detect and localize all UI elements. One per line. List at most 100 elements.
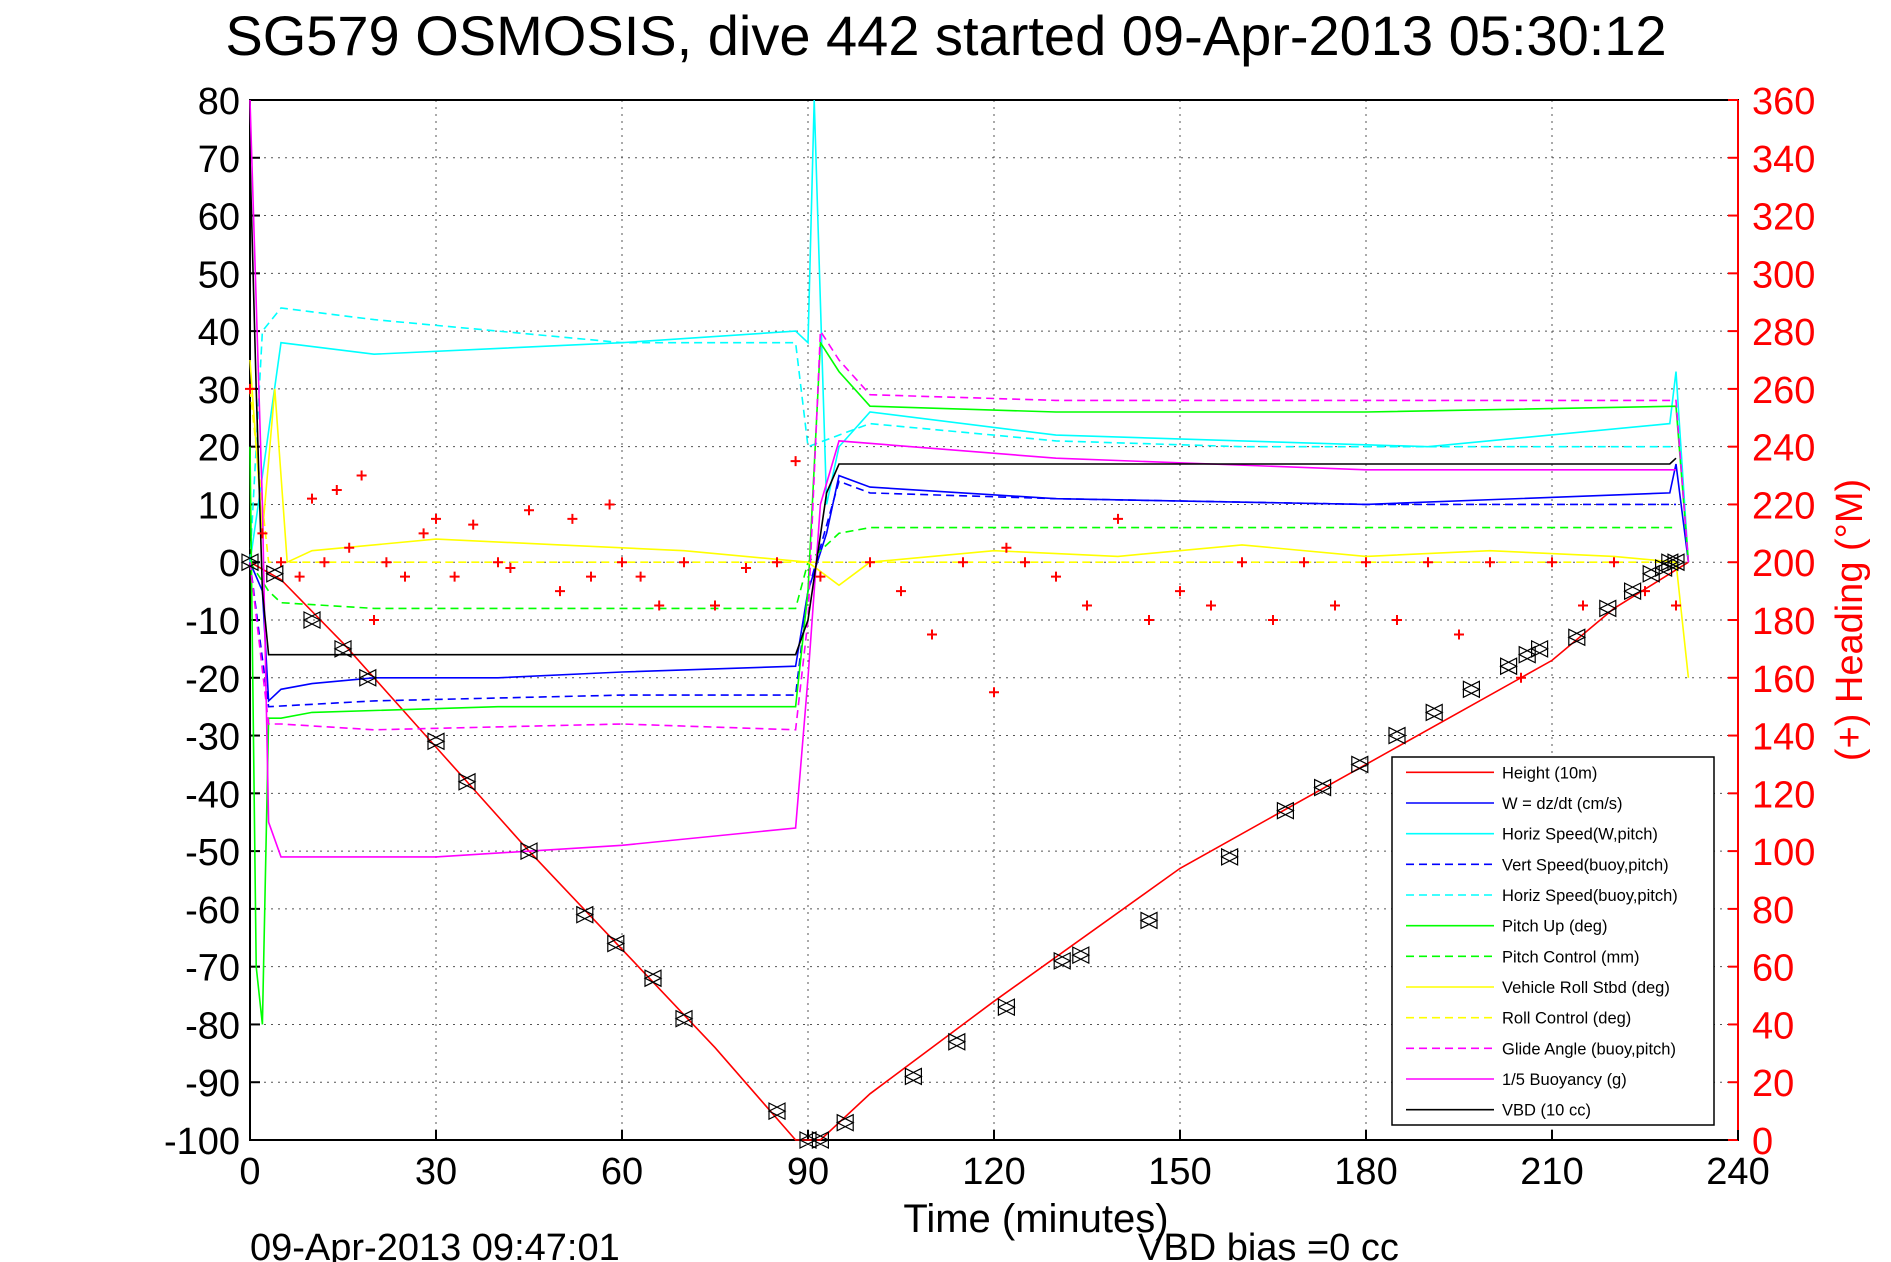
vbd-marker: [1530, 639, 1549, 658]
legend-label: W = dz/dt (cm/s): [1502, 795, 1623, 813]
y-axis-left: 80 70 60 50 40 30 20 10 0 -10 -20 -30 -40 -50 -60 -70 -8…: [164, 81, 260, 1163]
series-line-7: [249, 359, 1690, 678]
vbd-marker: [606, 934, 626, 953]
y-right-tick-label: 60: [1752, 948, 1794, 990]
heading-point: [307, 493, 317, 504]
legend-label: Horiz Speed(W,pitch): [1502, 826, 1658, 844]
legend-label: Pitch Up (deg): [1502, 918, 1607, 936]
y-right-tick-label: 180: [1752, 601, 1815, 643]
heading-point: [679, 557, 689, 568]
series-line-2: [249, 99, 1690, 563]
heading-point: [741, 563, 751, 573]
x-tick-label: 60: [601, 1151, 643, 1193]
heading-point: [1020, 557, 1030, 568]
vbd-marker: [358, 668, 378, 687]
heading-point: [276, 557, 286, 568]
heading-point: [524, 505, 534, 516]
y-right-tick-label: 140: [1752, 717, 1815, 759]
y-tick-label: -20: [185, 659, 240, 701]
heading-point: [710, 600, 720, 611]
legend-label: Horiz Speed(buoy,pitch): [1502, 887, 1678, 905]
x-tick-label: 210: [1520, 1151, 1583, 1193]
heading-point: [356, 470, 367, 481]
series-line-0: [249, 561, 1689, 1141]
vbd-marker: [947, 1032, 967, 1051]
vbd-marker: [835, 1113, 855, 1132]
y-tick-label: -100: [164, 1121, 240, 1163]
heading-point: [1175, 586, 1185, 597]
vbd-marker: [1220, 847, 1239, 866]
vbd-marker: [240, 553, 260, 572]
heading-point: [790, 456, 801, 467]
y-tick-label: -50: [185, 832, 240, 874]
heading-point: [567, 513, 578, 524]
heading-point: [1454, 629, 1464, 640]
legend-label: 1/5 Buoyancy (g): [1502, 1071, 1627, 1089]
heading-point: [1578, 600, 1588, 611]
vbd-marker: [265, 564, 285, 583]
legend-label: Roll Control (deg): [1502, 1010, 1631, 1028]
legend-label: VBD (10 cc): [1502, 1102, 1591, 1120]
y-tick-label: -70: [185, 948, 240, 990]
heading-point: [635, 571, 646, 582]
heading-point: [958, 557, 968, 568]
heading-point: [1001, 542, 1012, 553]
y-right-tick-label: 20: [1752, 1063, 1794, 1105]
heading-point: [927, 629, 937, 640]
vbd-marker: [811, 1131, 830, 1149]
vbd-marker: [1598, 599, 1618, 618]
series-line-11: [249, 157, 1677, 656]
legend-label: Vert Speed(buoy,pitch): [1502, 856, 1669, 874]
heading-point: [654, 600, 665, 611]
heading-point: [1392, 615, 1402, 625]
x-tick-label: 180: [1334, 1151, 1397, 1193]
y-right-tick-label: 40: [1752, 1005, 1794, 1047]
heading-point: [1516, 672, 1526, 683]
heading-point: [617, 557, 627, 568]
x-axis: 0 30 60 90 120 150 180 210 240: [239, 1130, 1770, 1193]
series-line-5: [249, 340, 1690, 1025]
vbd-marker: [1666, 553, 1686, 572]
heading-point: [294, 571, 305, 582]
series-line-8: [249, 388, 1676, 564]
y-tick-label: -90: [185, 1063, 240, 1105]
series-line-3: [249, 480, 1676, 708]
vbd-marker: [575, 905, 595, 924]
heading-point: [1547, 557, 1557, 568]
x-axis-label: Time (minutes): [903, 1197, 1168, 1241]
vbd-marker: [1424, 703, 1444, 722]
y-tick-label: 60: [198, 197, 240, 239]
vbd-marker: [1350, 755, 1370, 774]
series-layer: [245, 99, 1690, 1141]
heading-point: [468, 519, 479, 530]
heading-point: [555, 586, 565, 597]
y-right-tick-label: 360: [1752, 81, 1815, 123]
y-right-tick-label: 320: [1752, 197, 1815, 239]
y-tick-label: 40: [198, 312, 240, 354]
y-right-tick-label: 280: [1752, 312, 1815, 354]
vbd-marker: [1660, 553, 1680, 572]
legend-label: Height (10m): [1502, 764, 1597, 782]
heading-point: [431, 513, 441, 524]
footer-timestamp: 09-Apr-2013 09:47:01: [250, 1227, 620, 1262]
heading-point: [344, 542, 355, 553]
x-tick-label: 90: [787, 1151, 829, 1193]
legend-label: Vehicle Roll Stbd (deg): [1502, 979, 1670, 997]
x-tick-label: 30: [415, 1151, 457, 1193]
y-right-tick-label: 240: [1752, 428, 1815, 470]
heading-point: [1082, 600, 1092, 611]
heading-point: [1144, 615, 1154, 625]
x-tick-label: 0: [239, 1151, 260, 1193]
series-line-10: [249, 99, 1676, 858]
series-line-6: [249, 526, 1676, 610]
vbd-marker: [1071, 946, 1091, 965]
heading-point: [493, 557, 503, 568]
vbd-marker: [674, 1009, 694, 1028]
x-tick-label: 240: [1706, 1151, 1769, 1193]
x-tick-label: 150: [1148, 1151, 1211, 1193]
vbd-marker: [1276, 801, 1295, 820]
heading-point: [505, 563, 516, 573]
heading-point: [1330, 600, 1340, 611]
y-tick-label: -60: [185, 890, 240, 932]
heading-point: [1671, 600, 1681, 611]
